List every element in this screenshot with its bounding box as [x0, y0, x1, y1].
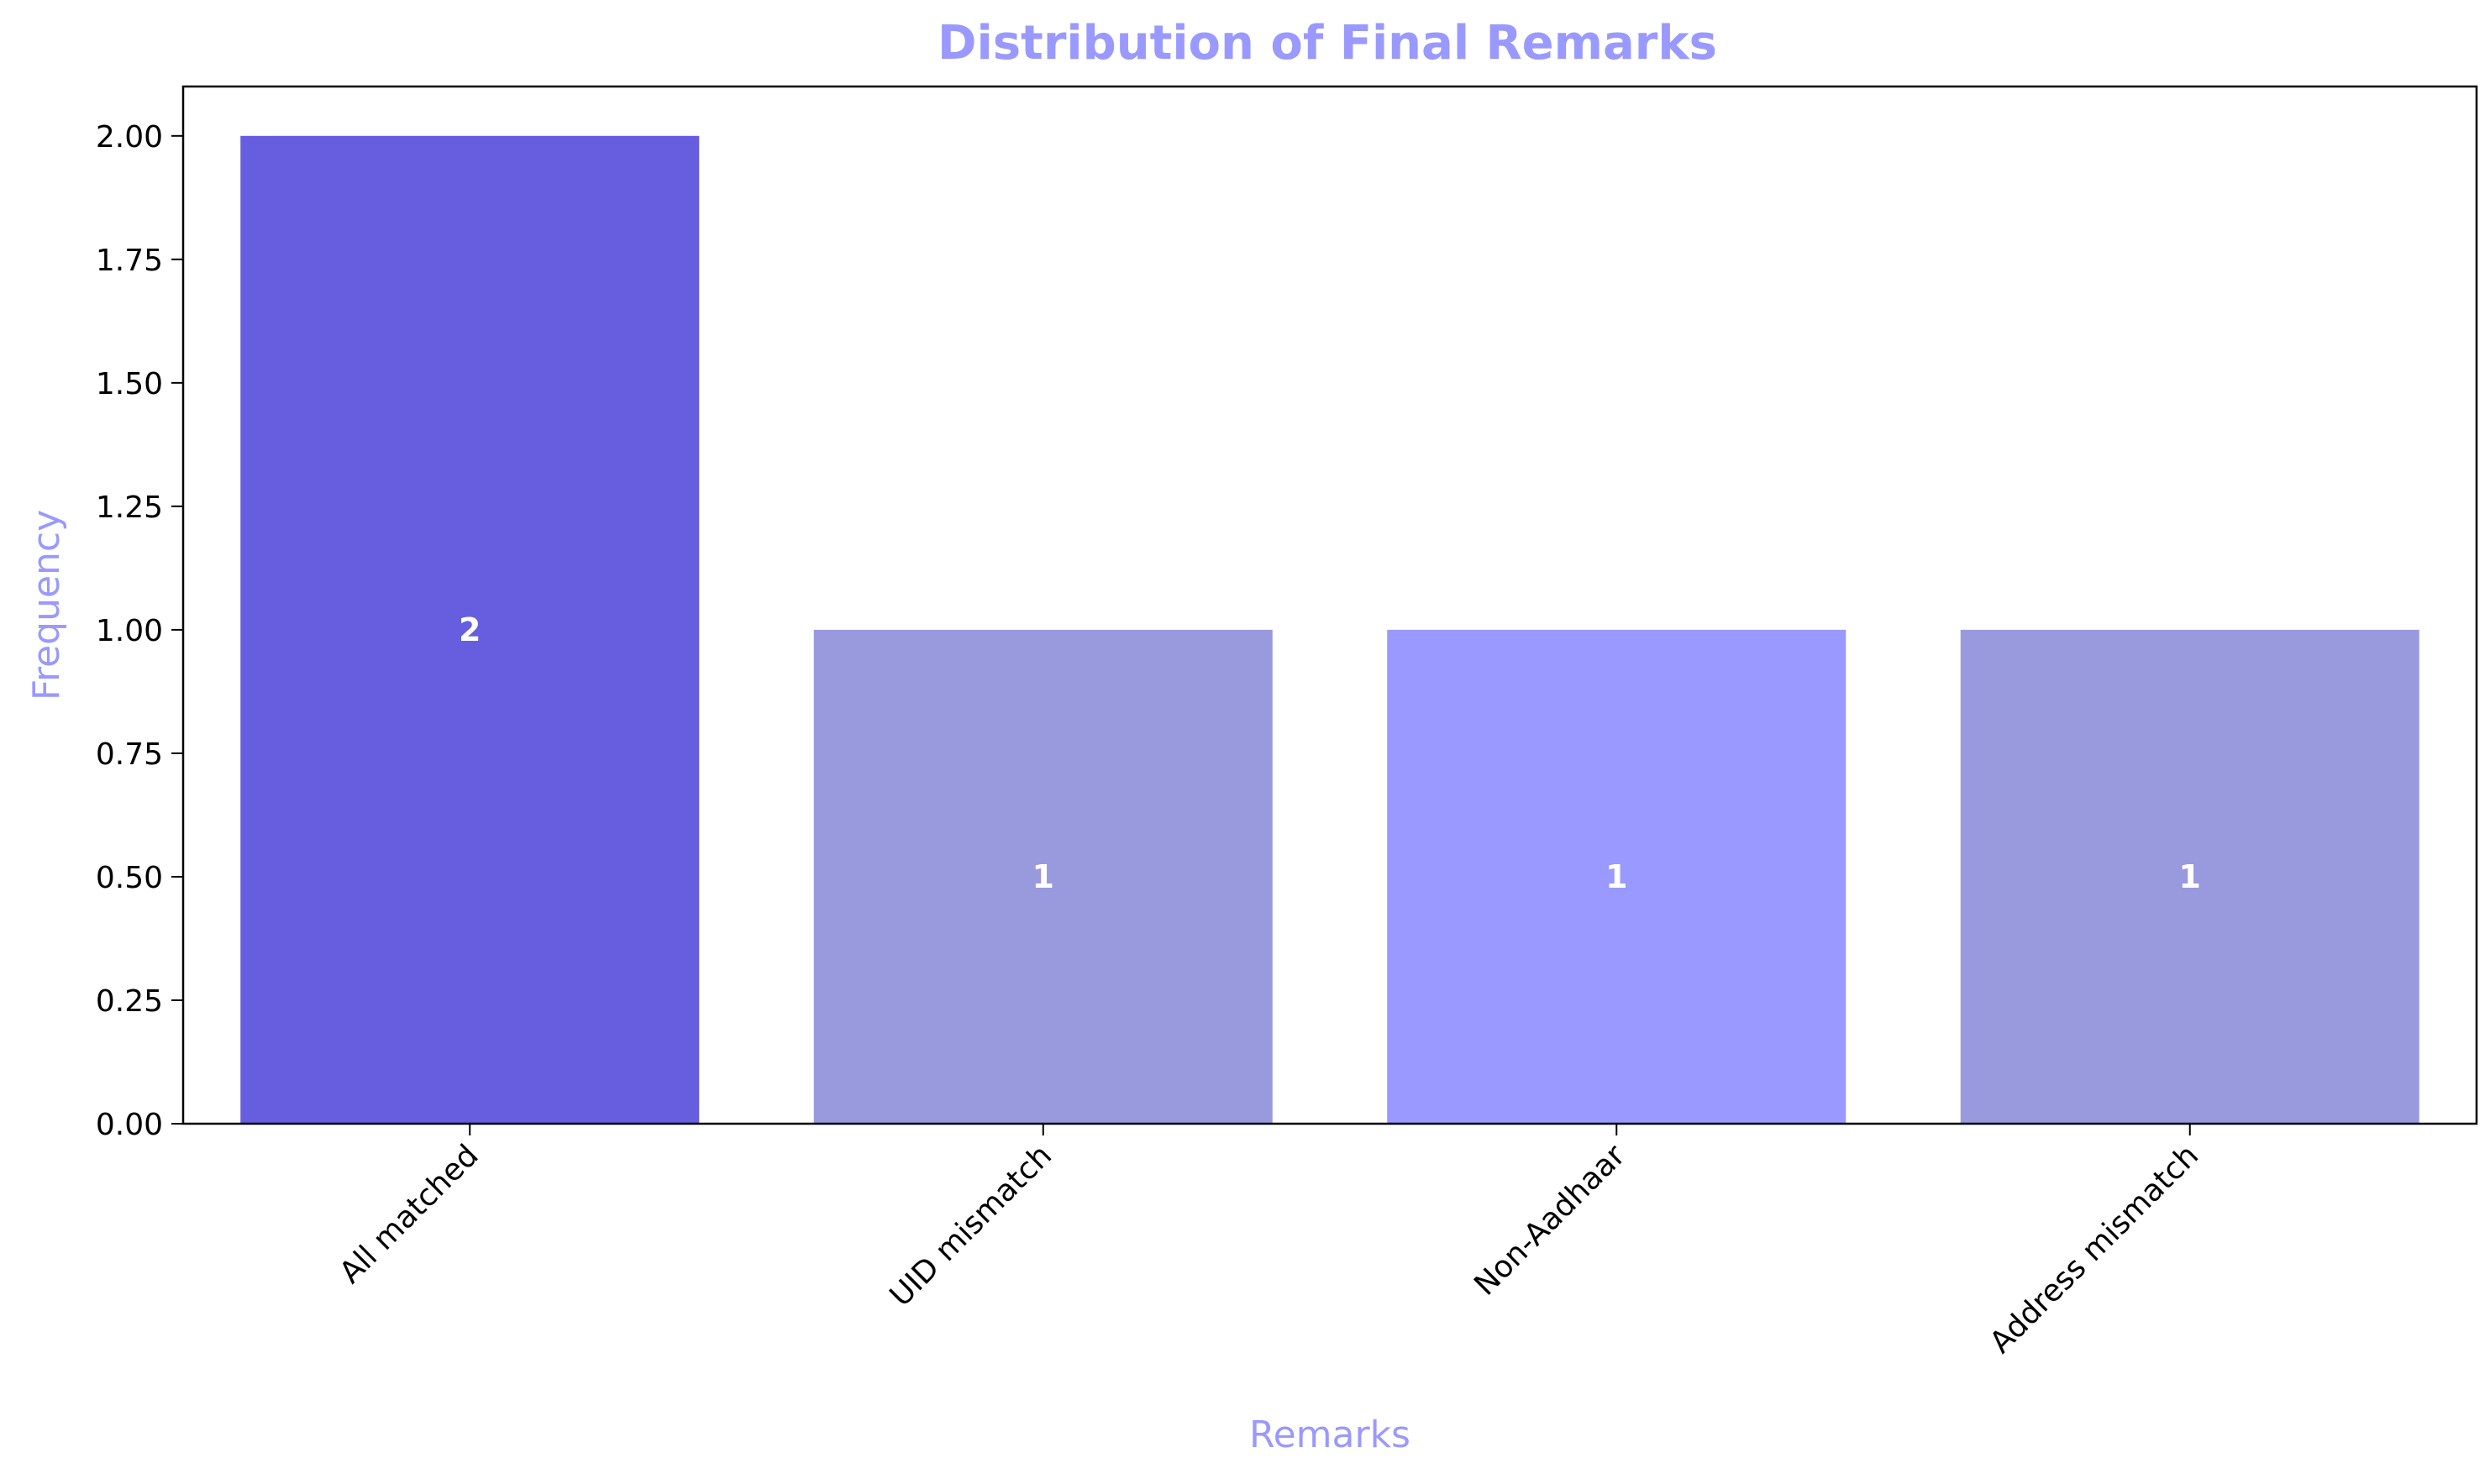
y-tick-label: 1.25: [96, 490, 163, 525]
y-tick-label: 0.25: [96, 984, 163, 1019]
bar-value-label: 1: [1605, 858, 1627, 895]
y-tick-label: 0.75: [96, 737, 163, 772]
bar-all-matched: [240, 135, 700, 1124]
x-tick-label: All matched: [334, 1138, 486, 1290]
x-axis: All matched UID mismatch Non-Aadhaar Addres…: [334, 1124, 2205, 1360]
y-tick-label: 1.00: [96, 614, 163, 648]
plot-frame: [181, 85, 2478, 1125]
y-tick-label: 1.50: [96, 367, 163, 401]
x-axis-label: Remarks: [1249, 1413, 1410, 1456]
y-tick-label: 2.00: [96, 120, 163, 155]
bar-address-mismatch: [1960, 629, 2419, 1124]
value-labels-group: 2 1 1 1: [459, 611, 2201, 895]
y-axis: 0.00 0.25 0.50 0.75 1.00 1.25 1.50 1.75 2.00: [96, 120, 183, 1142]
x-tick-label: Non-Aadhaar: [1468, 1138, 1631, 1302]
y-axis-label: Frequency: [25, 510, 68, 700]
y-tick-label: 0.50: [96, 861, 163, 895]
x-tick-label: Address mismatch: [1983, 1138, 2205, 1360]
chart-title: Distribution of Final Remarks: [938, 16, 1717, 71]
y-tick-label: 1.75: [96, 244, 163, 278]
bar-non-aadhaar: [1387, 629, 1846, 1124]
bars-group: [240, 135, 2419, 1124]
bar-value-label: 1: [1032, 858, 1054, 895]
x-tick-label: UID mismatch: [884, 1138, 1059, 1313]
bar-uid-mismatch: [813, 629, 1273, 1124]
bar-value-label: 1: [2179, 858, 2201, 895]
bar-value-label: 2: [459, 611, 481, 648]
y-tick-label: 0.00: [96, 1108, 163, 1142]
